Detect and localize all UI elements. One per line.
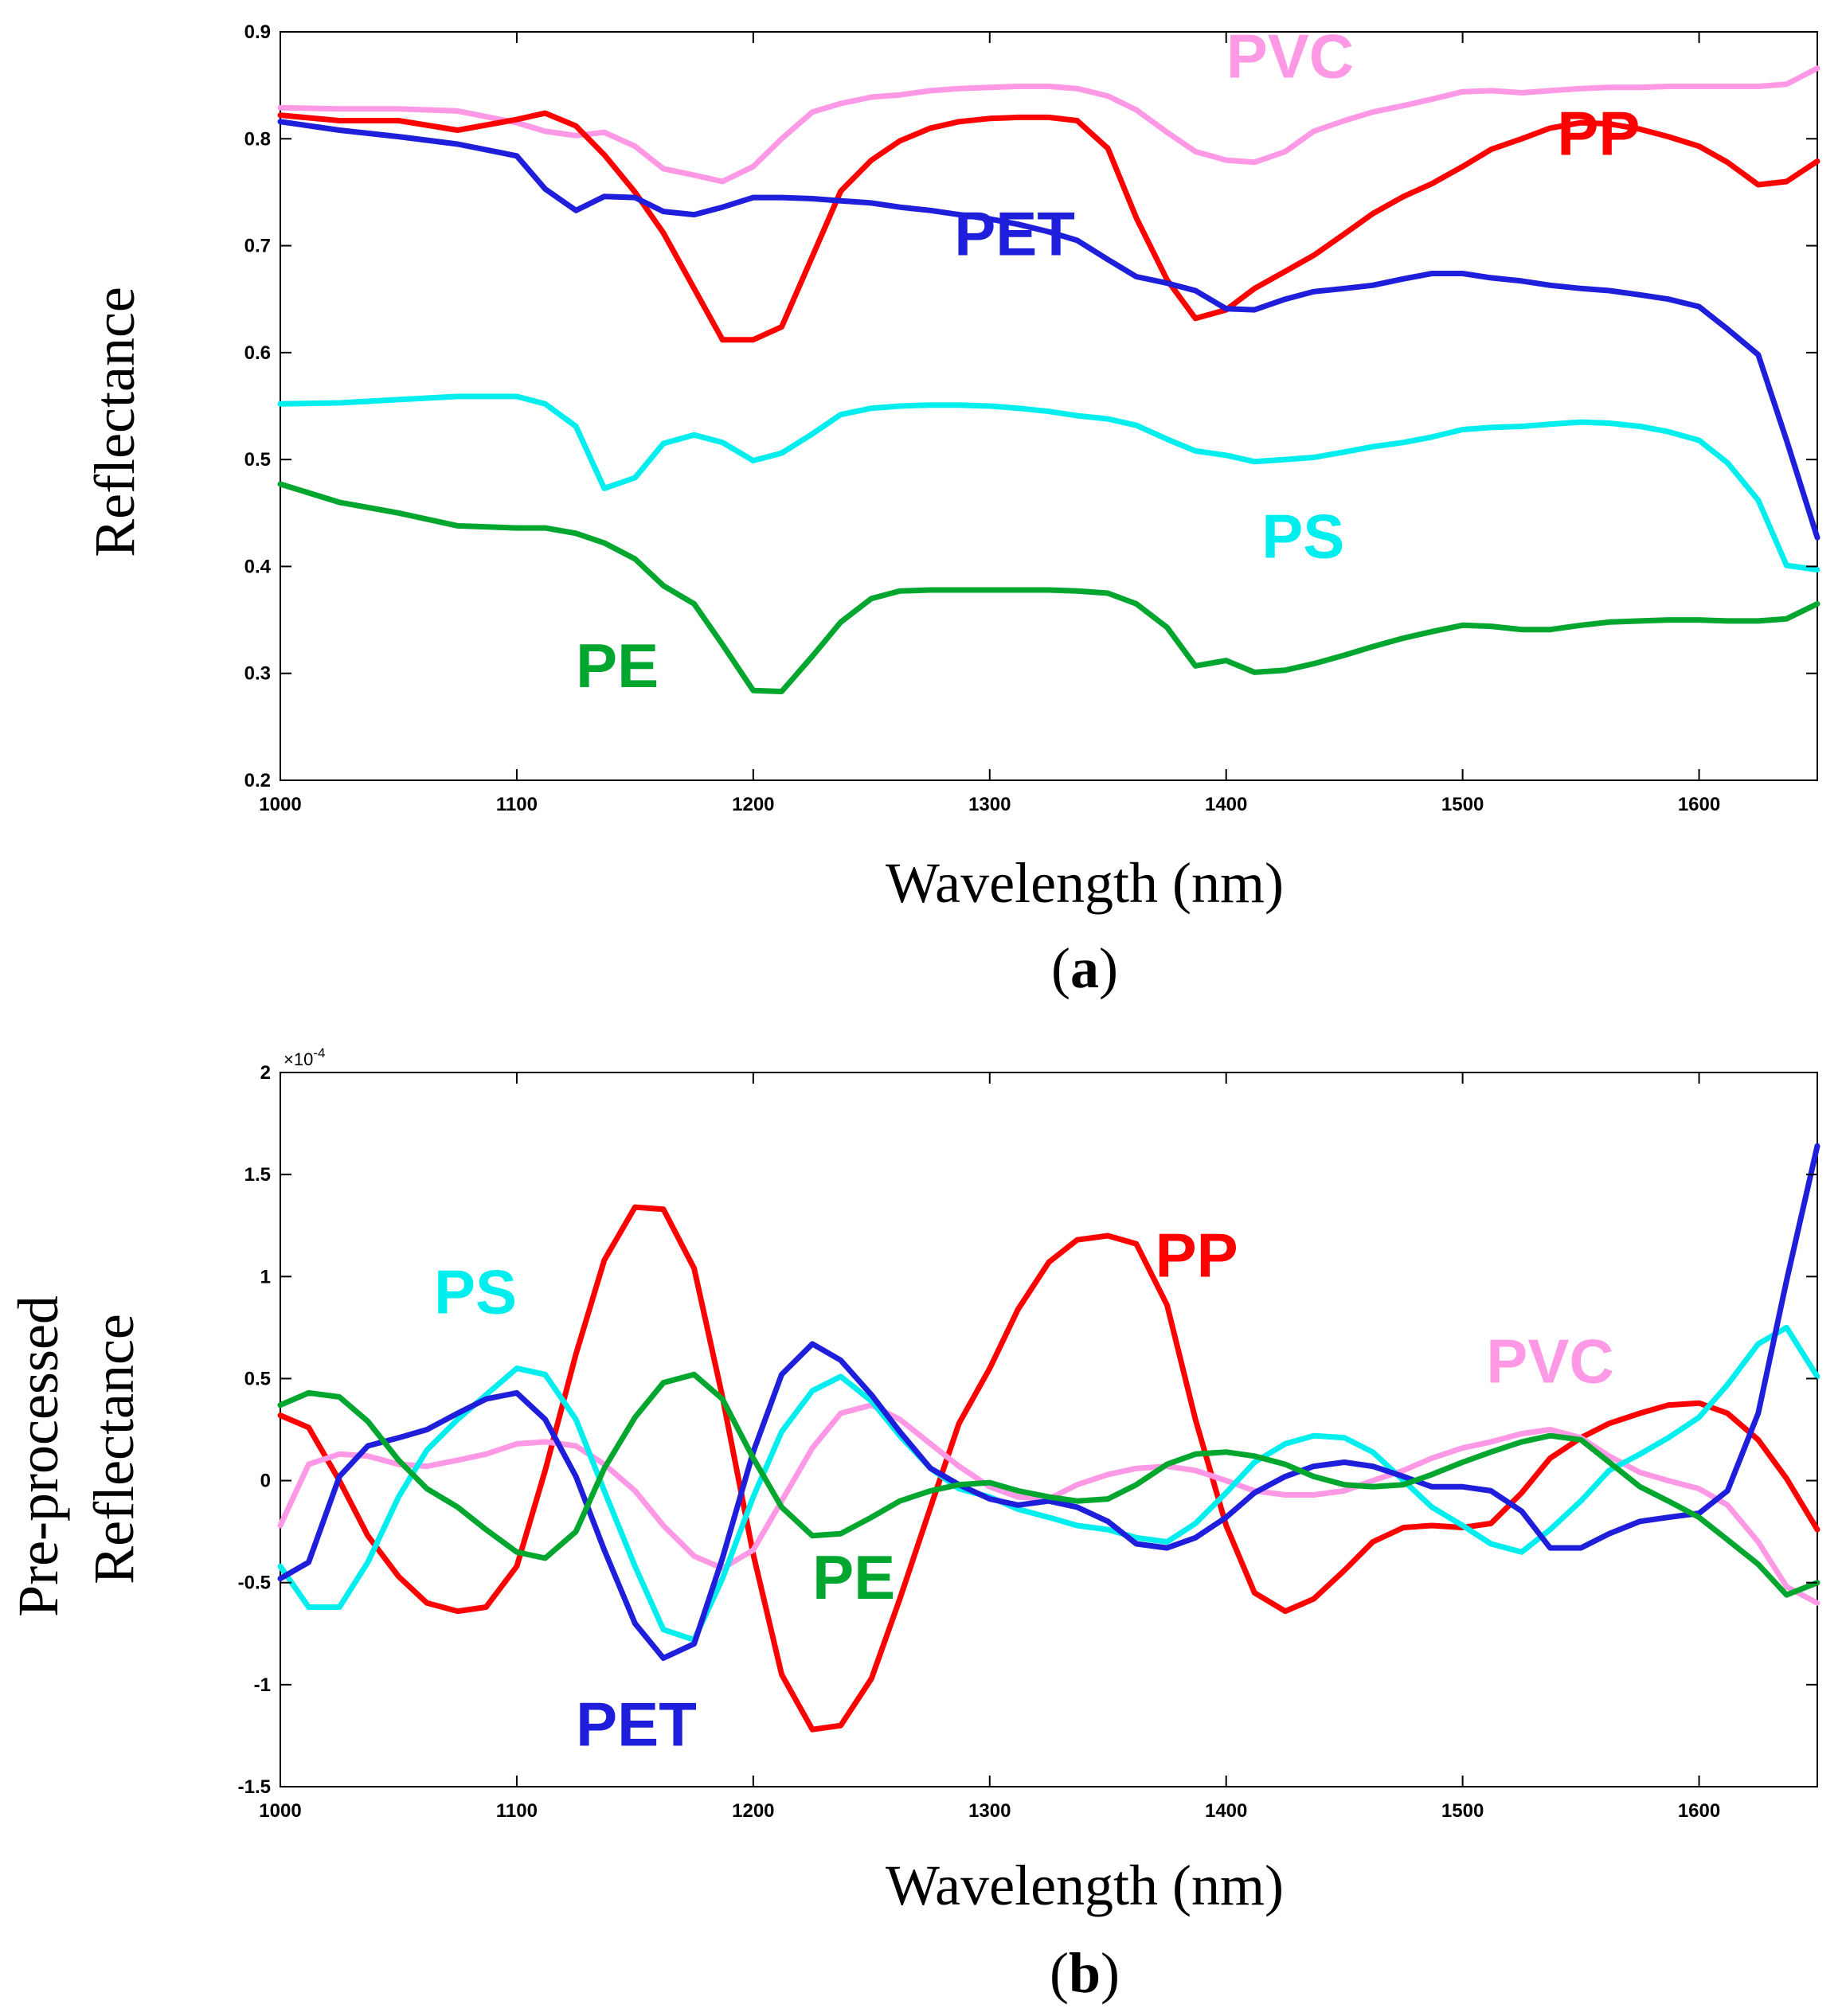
panel-a-series-label-ps: PS [1261,502,1344,572]
panel-b-y-tick-label: 1 [260,1266,271,1287]
panel-b-series-label-pe: PE [812,1542,895,1612]
panel-a-y-tick-label: 0.3 [244,663,271,685]
panel-a-x-tick-label: 1000 [259,794,301,815]
panel-b-x-tick-label: 1600 [1678,1800,1720,1822]
panel-a-label: (a) [1051,936,1118,1000]
panel-b-series-group [277,1143,1820,1733]
panel-a-x-axis-title: Wavelength (nm) [886,851,1284,915]
panel-b-y-axis-title: Pre-processed Reflectance [6,1281,146,1617]
panel-a-ticks: 1000 1100 1200 1300 1400 1500 1600 0.2 0.3 0.4 0.5… [244,21,1817,815]
panel-b-y-tick-label: 2 [260,1062,271,1084]
panel-a-series-group [277,65,1820,694]
panel-b-plot-area [280,1072,1818,1787]
panel-a-series-label-pe: PE [576,631,659,701]
panel-b-exponent-power: -4 [313,1045,325,1061]
panel-b-letter: b [1069,1941,1101,2005]
panel-b-x-tick-label: 1500 [1441,1800,1484,1822]
panel-a-series-label-pet: PET [954,199,1075,269]
panel-a-x-tick-label: 1400 [1205,794,1247,815]
panel-b-series-line-pet [277,1143,1820,1661]
panel-a-y-tick-label: 0.2 [244,770,271,791]
panel-b-y-tick-label: 1.5 [244,1164,271,1186]
panel-a-x-tick-label: 1600 [1678,794,1720,815]
panel-b-series-line-pe [277,1371,1820,1598]
panel-a-series-labels: PVC PP PET PS PE [576,21,1640,701]
panel-b-y-exponent: ×10-4 [284,1045,325,1069]
panel-b-x-tick-label: 1100 [496,1800,538,1822]
panel-b-y-tick-label: 0 [260,1471,271,1492]
panel-a-x-tick-label: 1100 [496,794,538,815]
panel-a-y-tick-label: 0.8 [244,128,271,150]
panel-b-series-label-ps: PS [434,1256,517,1326]
panel-a-series-line-pp [277,110,1820,343]
panel-a-series-label-pp: PP [1557,98,1640,168]
panel-b-series-line-pp [277,1204,1820,1733]
panel-b-x-tick-label: 1300 [968,1800,1011,1822]
panel-b-label: (b) [1050,1941,1120,2005]
panel-b-y-tick-label: -1.5 [238,1776,271,1798]
panel-b-series-label-pet: PET [576,1690,697,1760]
panel-a-x-tick-label: 1200 [732,794,774,815]
panel-a-chart: 1000 1100 1200 1300 1400 1500 1600 0.2 0.3 0.4 0.5… [83,21,1820,1000]
panel-a-series-line-pe [277,481,1820,694]
panel-a-series-line-pvc [277,65,1820,185]
panel-a-series-line-ps [277,393,1820,572]
panel-a-y-tick-label: 0.9 [244,21,271,43]
panel-b-series-line-ps [277,1324,1820,1643]
panel-b-series-label-pvc: PVC [1486,1326,1613,1397]
panel-b-axes-frame [280,1072,1818,1787]
panel-b-x-tick-label: 1200 [732,1800,774,1822]
panel-a-x-tick-label: 1300 [968,794,1011,815]
panel-b-x-axis-title: Wavelength (nm) [886,1854,1284,1917]
panel-b-y-tick-label: -1 [254,1674,271,1696]
panel-a-series-line-pet [277,119,1820,541]
panel-a-y-tick-label: 0.4 [244,556,272,577]
panel-b-x-tick-label: 1400 [1205,1800,1247,1822]
panel-a-letter: a [1070,936,1099,1000]
panel-b-y-tick-label: -0.5 [238,1573,271,1594]
panel-b-series-labels: PP PVC PS PET PE [434,1220,1614,1759]
panel-a-y-tick-label: 0.7 [244,236,271,257]
panel-b-x-tick-label: 1000 [259,1800,301,1822]
panel-b-exponent-base: ×10 [284,1049,313,1069]
panel-a-y-tick-label: 0.5 [244,449,271,471]
panel-a-x-tick-label: 1500 [1441,794,1484,815]
panel-a-y-axis-title: Reflectance [83,287,147,557]
panel-b-y-axis-title-line2: Reflectance [82,1314,146,1584]
panel-a-y-tick-label: 0.6 [244,342,271,364]
panel-b-y-axis-title-line1: Pre-processed [6,1295,70,1617]
panel-a-series-label-pvc: PVC [1226,21,1354,92]
panel-b-chart: 1000 1100 1200 1300 1400 1500 1600 -1.5 -1 -0.5 0 0… [6,1045,1820,2005]
panel-b-y-tick-label: 0.5 [244,1368,271,1389]
panel-b-series-label-pp: PP [1156,1220,1238,1290]
panel-b-ticks: 1000 1100 1200 1300 1400 1500 1600 -1.5 -1 -0.5 0 0… [238,1062,1817,1822]
